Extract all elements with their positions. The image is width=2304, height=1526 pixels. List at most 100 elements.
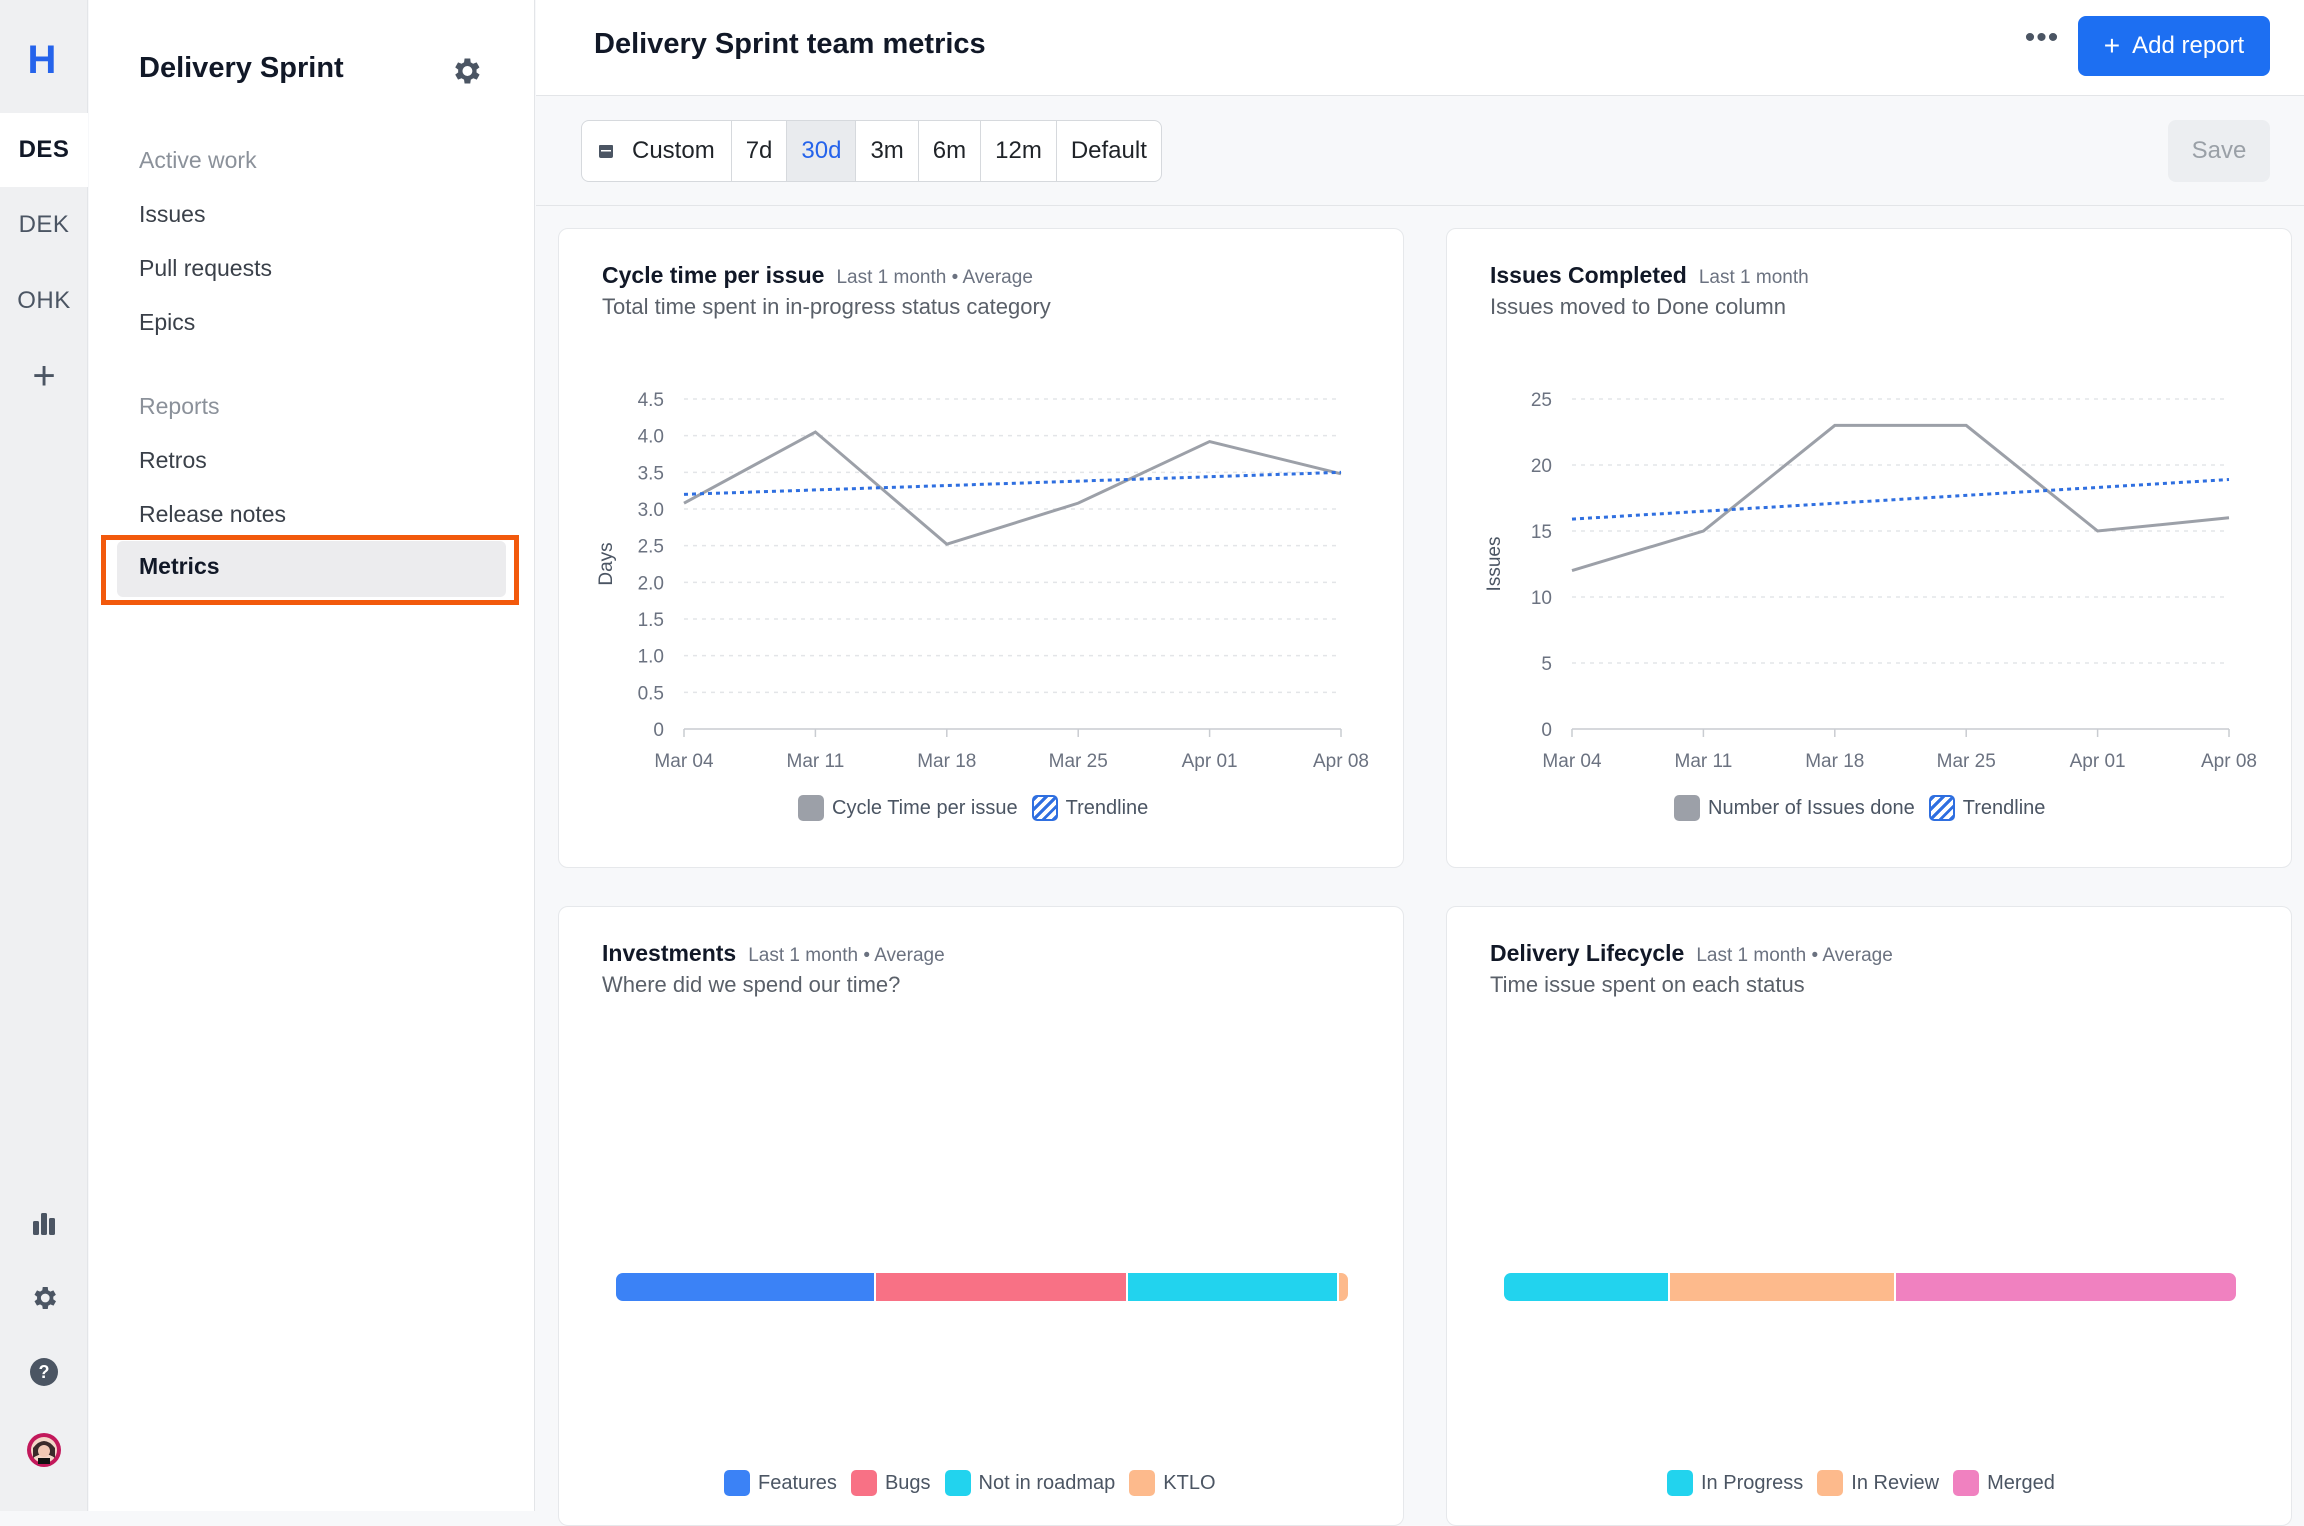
legend-label: In Progress: [1701, 1472, 1803, 1495]
legend-item: In Review: [1817, 1470, 1939, 1496]
sidebar-item-release-notes[interactable]: Release notes: [139, 501, 286, 528]
legend-swatch: [1667, 1470, 1693, 1496]
stack-segment[interactable]: [1504, 1273, 1670, 1301]
x-tick-label: Mar 11: [787, 751, 845, 772]
project-title: Delivery Sprint: [139, 52, 344, 85]
main-content: Delivery Sprint team metrics ••• + Add r…: [536, 0, 2304, 1511]
help-icon[interactable]: ?: [24, 1352, 64, 1392]
y-tick-label: 20: [1531, 456, 1552, 477]
sidebar-item-issues[interactable]: Issues: [139, 201, 205, 228]
investments-stacked-bar: [616, 1273, 1348, 1301]
card-meta: Last 1 month • Average: [1696, 945, 1892, 966]
stack-segment[interactable]: [1339, 1273, 1348, 1301]
chart-legend: Features Bugs Not in roadmap KTLO: [724, 1470, 1216, 1496]
settings-icon[interactable]: [24, 1278, 64, 1318]
plus-icon: +: [2104, 30, 2120, 62]
range-7d[interactable]: 7d: [732, 121, 788, 181]
svg-text:?: ?: [39, 1362, 50, 1382]
section-active-work: Active work: [139, 147, 257, 174]
legend-label: Trendline: [1963, 797, 2046, 820]
legend-item: Cycle Time per issue: [798, 795, 1018, 821]
trendline-series: [1572, 480, 2229, 520]
range-6m[interactable]: 6m: [919, 121, 981, 181]
x-tick-label: Mar 18: [917, 751, 976, 772]
sidebar-item-epics[interactable]: Epics: [139, 309, 195, 336]
x-tick-label: Mar 04: [1542, 751, 1602, 772]
legend-label: Merged: [1987, 1472, 2055, 1495]
x-tick-label: Mar 25: [1049, 751, 1108, 772]
y-tick-label: 2.0: [638, 573, 664, 594]
lifecycle-stacked-bar: [1504, 1273, 2236, 1301]
range-3m[interactable]: 3m: [856, 121, 918, 181]
calendar-icon: [598, 143, 614, 159]
add-report-button[interactable]: + Add report: [2078, 16, 2270, 76]
y-tick-label: 0.5: [638, 683, 664, 704]
workspace-ohk[interactable]: OHK: [0, 264, 88, 338]
sidebar-item-pull-requests[interactable]: Pull requests: [139, 255, 272, 282]
workspace-des[interactable]: DES: [0, 113, 88, 187]
project-sidebar: Delivery Sprint Active work Issues Pull …: [89, 0, 535, 1511]
x-tick-label: Apr 01: [2070, 751, 2126, 772]
stack-segment[interactable]: [1896, 1273, 2236, 1301]
y-tick-label: 5: [1541, 654, 1552, 675]
trendline-series: [684, 472, 1341, 494]
chart-legend: In Progress In Review Merged: [1667, 1470, 2055, 1496]
legend-swatch: [1929, 795, 1955, 821]
user-avatar[interactable]: [24, 1430, 64, 1470]
workspace-rail: H DES DEK OHK + ?: [0, 0, 88, 1511]
add-workspace-icon[interactable]: +: [24, 356, 64, 396]
sidebar-item-metrics-label: Metrics: [139, 553, 220, 580]
card-title-text: Investments: [602, 940, 736, 966]
legend-item: Features: [724, 1470, 837, 1496]
legend-label: Number of Issues done: [1708, 797, 1915, 820]
chart-legend: Number of Issues done Trendline: [1674, 795, 2045, 821]
more-options-icon[interactable]: •••: [2020, 28, 2064, 64]
y-tick-label: 3.0: [638, 500, 664, 521]
range-30d[interactable]: 30d: [787, 121, 856, 181]
y-axis-label: Issues: [1484, 537, 1505, 592]
stack-segment[interactable]: [876, 1273, 1129, 1301]
delivery-lifecycle-card[interactable]: Delivery Lifecycle Last 1 month • Average…: [1446, 906, 2292, 1526]
stack-segment[interactable]: [1128, 1273, 1339, 1301]
chart-legend: Cycle Time per issue Trendline: [798, 795, 1148, 821]
range-default[interactable]: Default: [1057, 121, 1161, 181]
top-bar: Delivery Sprint team metrics ••• + Add r…: [536, 0, 2304, 96]
legend-item: Bugs: [851, 1470, 931, 1496]
project-settings-icon[interactable]: [449, 54, 483, 88]
analytics-icon[interactable]: [24, 1203, 64, 1243]
legend-swatch: [724, 1470, 750, 1496]
y-tick-label: 4.0: [638, 427, 664, 448]
legend-label: Bugs: [885, 1472, 931, 1495]
range-custom[interactable]: Custom: [582, 121, 732, 181]
workspace-dek[interactable]: DEK: [0, 188, 88, 262]
y-tick-label: 0: [1541, 720, 1552, 741]
app-logo[interactable]: H: [22, 40, 62, 80]
legend-swatch: [1953, 1470, 1979, 1496]
y-tick-label: 15: [1531, 522, 1552, 543]
range-12m[interactable]: 12m: [981, 121, 1057, 181]
stack-segment[interactable]: [616, 1273, 876, 1301]
save-button[interactable]: Save: [2168, 120, 2270, 182]
stack-segment[interactable]: [1670, 1273, 1895, 1301]
legend-swatch: [1674, 795, 1700, 821]
add-report-label: Add report: [2132, 32, 2244, 60]
legend-label: Features: [758, 1472, 837, 1495]
legend-label: Not in roadmap: [979, 1472, 1116, 1495]
y-tick-label: 4.5: [638, 390, 664, 411]
y-tick-label: 25: [1531, 390, 1552, 411]
card-title-text: Delivery Lifecycle: [1490, 940, 1684, 966]
date-range-selector: Custom 7d 30d 3m 6m 12m Default: [581, 120, 1162, 182]
legend-swatch: [1129, 1470, 1155, 1496]
legend-item: KTLO: [1129, 1470, 1215, 1496]
sidebar-item-retros[interactable]: Retros: [139, 447, 207, 474]
y-axis-label: Days: [596, 542, 617, 585]
x-tick-label: Apr 08: [1313, 751, 1369, 772]
x-tick-label: Mar 25: [1937, 751, 1996, 772]
legend-swatch: [945, 1470, 971, 1496]
